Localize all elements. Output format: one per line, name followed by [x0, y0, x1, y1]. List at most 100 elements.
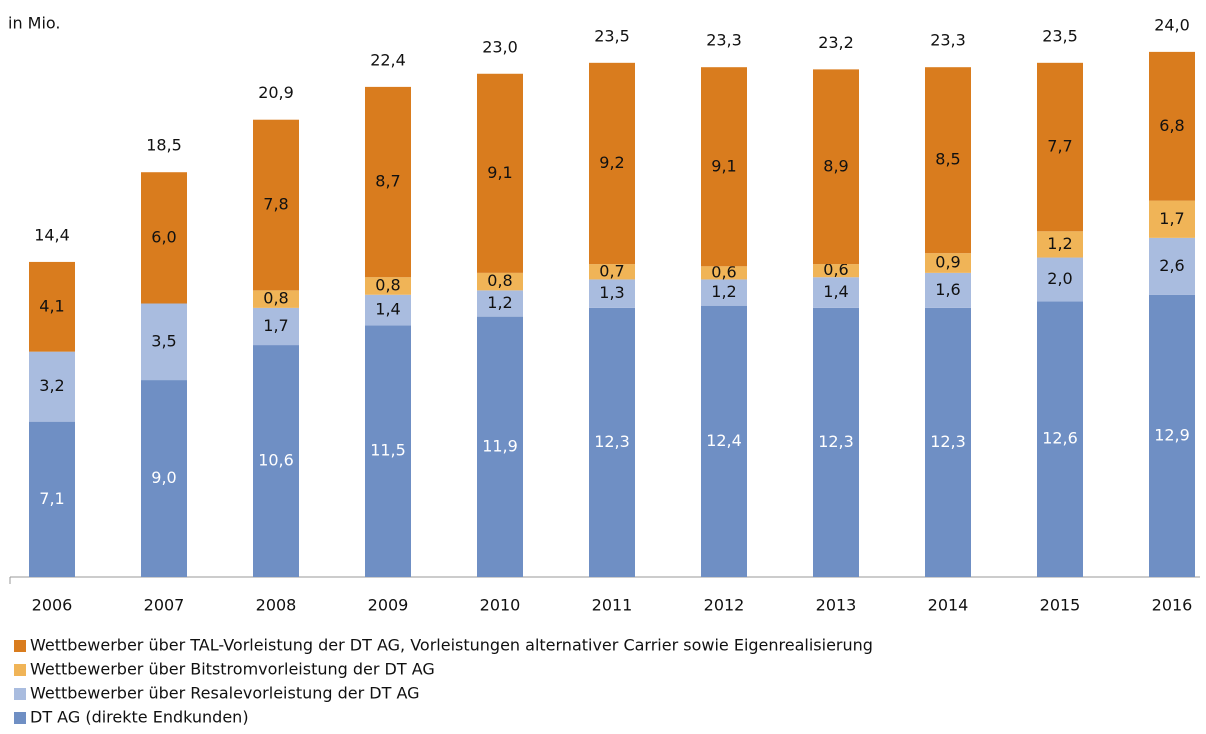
bar-segment — [1037, 257, 1083, 302]
bar-segment — [1037, 231, 1083, 258]
x-tick-label: 2008 — [256, 596, 297, 615]
data-label: 9,2 — [599, 153, 624, 172]
data-label: 0,8 — [375, 275, 400, 294]
x-tick-label: 2015 — [1040, 596, 1081, 615]
data-label: 1,2 — [711, 282, 736, 301]
data-label: 1,2 — [1047, 234, 1072, 253]
bar-segment — [477, 290, 523, 317]
data-label: 12,9 — [1154, 425, 1190, 444]
bar-segment — [925, 253, 971, 273]
total-label: 24,0 — [1154, 15, 1190, 34]
bar-segment — [477, 272, 523, 291]
data-label: 0,7 — [599, 261, 624, 280]
x-tick-label: 2014 — [928, 596, 969, 615]
x-tick-label: 2010 — [480, 596, 521, 615]
bar-segment — [701, 279, 747, 306]
bar-segment — [813, 264, 859, 278]
data-label: 8,7 — [375, 172, 400, 191]
total-label: 23,5 — [1042, 26, 1078, 45]
data-label: 12,4 — [706, 431, 742, 450]
data-label: 1,6 — [935, 280, 960, 299]
legend-swatch — [14, 640, 26, 652]
bar-segment — [29, 421, 75, 577]
bar-segment — [365, 325, 411, 577]
legend-label: Wettbewerber über Bitstromvorleistung de… — [30, 660, 435, 679]
bar-segment — [365, 294, 411, 326]
data-label: 8,9 — [823, 156, 848, 175]
bar-segment — [1149, 200, 1195, 238]
legend-swatch — [14, 664, 26, 676]
data-label: 3,2 — [39, 376, 64, 395]
data-label: 1,4 — [375, 300, 400, 319]
bar-segment — [1149, 294, 1195, 577]
data-label: 10,6 — [258, 451, 294, 470]
x-tick-label: 2016 — [1152, 596, 1193, 615]
bar-segment — [365, 277, 411, 295]
data-label: 4,1 — [39, 296, 64, 315]
bar-segment — [813, 307, 859, 577]
bar-segment — [477, 316, 523, 577]
data-label: 7,7 — [1047, 137, 1072, 156]
bar-segment — [813, 69, 859, 265]
bar-segment — [701, 67, 747, 267]
bar-segment — [29, 351, 75, 422]
data-label: 6,8 — [1159, 116, 1184, 135]
bar-segment — [589, 62, 635, 265]
total-label: 23,3 — [930, 31, 966, 50]
total-label: 22,4 — [370, 50, 406, 69]
bar-segment — [925, 307, 971, 577]
bar-segment — [1037, 62, 1083, 232]
bar-segment — [29, 261, 75, 352]
bar-segment — [701, 266, 747, 280]
data-label: 0,9 — [935, 253, 960, 272]
bar-segment — [253, 345, 299, 577]
bar-segment — [925, 272, 971, 308]
data-label: 12,3 — [594, 432, 630, 451]
data-label: 0,8 — [487, 271, 512, 290]
data-label: 11,5 — [370, 441, 406, 460]
data-label: 1,3 — [599, 283, 624, 302]
legend-swatch — [14, 688, 26, 700]
total-label: 23,2 — [818, 33, 854, 52]
data-label: 0,8 — [263, 289, 288, 308]
x-tick-label: 2011 — [592, 596, 633, 615]
legend-label: Wettbewerber über TAL-Vorleistung der DT… — [30, 636, 873, 655]
data-label: 7,1 — [39, 489, 64, 508]
bar-segment — [925, 67, 971, 254]
data-label: 1,2 — [487, 293, 512, 312]
data-label: 1,7 — [1159, 209, 1184, 228]
data-label: 9,1 — [487, 163, 512, 182]
total-label: 14,4 — [34, 225, 70, 244]
bar-segment — [477, 73, 523, 273]
bar-segment — [253, 119, 299, 291]
x-tick-label: 2013 — [816, 596, 857, 615]
data-label: 9,1 — [711, 156, 736, 175]
bar-segment — [1149, 237, 1195, 295]
x-tick-label: 2006 — [32, 596, 73, 615]
data-label: 0,6 — [823, 260, 848, 279]
data-label: 7,8 — [263, 195, 288, 214]
data-label: 12,3 — [930, 432, 966, 451]
bar-segment — [365, 86, 411, 278]
bar-segment — [253, 290, 299, 308]
x-tick-label: 2007 — [144, 596, 185, 615]
x-tick-label: 2012 — [704, 596, 745, 615]
bar-segment — [141, 380, 187, 577]
bar-segment — [701, 305, 747, 577]
bar-segment — [589, 264, 635, 280]
data-label: 11,9 — [482, 436, 518, 455]
bar-segment — [813, 277, 859, 308]
data-label: 2,0 — [1047, 269, 1072, 288]
bar-segment — [141, 172, 187, 304]
legend-label: Wettbewerber über Resalevorleistung der … — [30, 684, 420, 703]
total-label: 18,5 — [146, 136, 182, 155]
total-label: 20,9 — [258, 83, 294, 102]
bar-segment — [253, 307, 299, 346]
data-label: 12,3 — [818, 432, 854, 451]
data-label: 1,7 — [263, 316, 288, 335]
bar-segment — [141, 303, 187, 381]
total-label: 23,5 — [594, 26, 630, 45]
bar-segment — [589, 307, 635, 577]
legend-label: DT AG (direkte Endkunden) — [30, 708, 249, 727]
